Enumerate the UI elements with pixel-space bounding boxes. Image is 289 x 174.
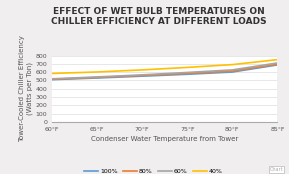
- 60%: [140, 74, 144, 76]
- 100%: [276, 64, 279, 66]
- 100%: [50, 79, 54, 81]
- 40%: [140, 69, 144, 71]
- Line: 100%: 100%: [52, 65, 277, 80]
- 100%: [231, 71, 234, 73]
- Text: EFFECT OF WET BULB TEMPERATURES ON
CHILLER EFFICIENCY AT DIFFERENT LOADS: EFFECT OF WET BULB TEMPERATURES ON CHILL…: [51, 7, 267, 26]
- 60%: [276, 62, 279, 64]
- 80%: [50, 78, 54, 80]
- 80%: [186, 72, 189, 74]
- Y-axis label: Tower-Cooled Chiller Efficiency
(Watts per Ton): Tower-Cooled Chiller Efficiency (Watts p…: [19, 35, 33, 142]
- 40%: [50, 72, 54, 74]
- Line: 60%: 60%: [52, 63, 277, 79]
- Legend: 100%, 80%, 60%, 40%: 100%, 80%, 60%, 40%: [81, 166, 225, 174]
- 80%: [231, 70, 234, 72]
- 100%: [95, 77, 99, 79]
- 60%: [95, 76, 99, 78]
- Line: 80%: 80%: [52, 64, 277, 79]
- 80%: [140, 74, 144, 77]
- X-axis label: Condenser Water Temperature from Tower: Condenser Water Temperature from Tower: [91, 136, 238, 142]
- 40%: [95, 71, 99, 73]
- 60%: [50, 78, 54, 80]
- 100%: [140, 75, 144, 77]
- 60%: [186, 71, 189, 73]
- Text: Chart: Chart: [270, 167, 283, 172]
- 100%: [186, 73, 189, 75]
- 40%: [276, 59, 279, 61]
- 40%: [231, 64, 234, 66]
- 80%: [95, 76, 99, 78]
- 60%: [231, 69, 234, 71]
- 40%: [186, 66, 189, 68]
- 80%: [276, 63, 279, 65]
- Line: 40%: 40%: [52, 60, 277, 73]
